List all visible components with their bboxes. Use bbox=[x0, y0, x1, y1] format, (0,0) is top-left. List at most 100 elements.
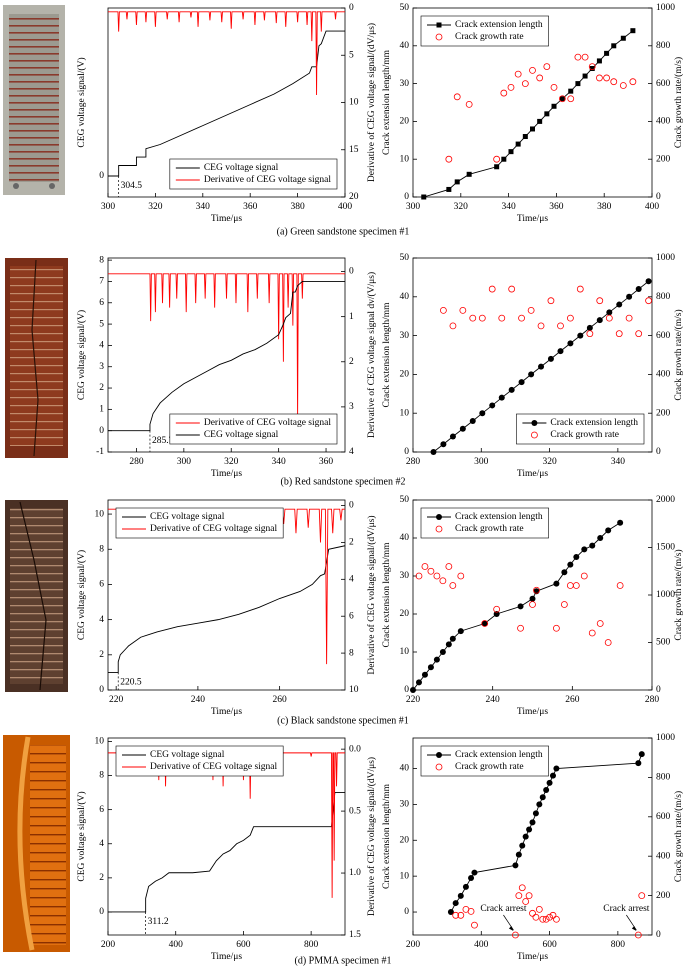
marker bbox=[515, 851, 522, 858]
y2-tick-label: 800 bbox=[656, 292, 671, 302]
x-tick-label: 320 bbox=[454, 202, 469, 212]
marker bbox=[529, 601, 536, 608]
marker bbox=[471, 921, 478, 929]
x-axis-label: Time/μs bbox=[211, 707, 242, 717]
plot-frame bbox=[107, 737, 346, 936]
marker bbox=[645, 297, 652, 305]
x-tick-label: 200 bbox=[101, 940, 116, 950]
legend-label: Derivative of CEG voltage signal bbox=[204, 417, 332, 428]
marker bbox=[605, 527, 612, 534]
marker bbox=[436, 22, 442, 28]
chart: 300 320 340 360 380 400 0 0 5 10 15 20 Time/μs CEG vo… bbox=[76, 3, 377, 224]
marker bbox=[536, 74, 544, 82]
marker bbox=[547, 297, 555, 305]
marker bbox=[546, 913, 553, 921]
marker bbox=[619, 82, 627, 89]
marker bbox=[542, 915, 550, 923]
y2-tick-label: 4 bbox=[349, 447, 354, 457]
legend: Crack extension length Crack growth rate bbox=[420, 507, 549, 539]
x-tick-label: 360 bbox=[243, 202, 258, 212]
marker bbox=[553, 915, 560, 923]
marker bbox=[493, 605, 501, 613]
chart: 280 300 320 340 360 -1 0 1 2 3 4 5 6 7 8 0 1 2 3 4 Time/μs CE… bbox=[76, 255, 377, 479]
marker bbox=[529, 595, 536, 602]
marker bbox=[531, 431, 538, 439]
x-tick-label: 280 bbox=[406, 457, 421, 467]
x-tick-label: 400 bbox=[645, 202, 660, 212]
legend-label: Crack growth rate bbox=[455, 524, 524, 534]
marker bbox=[421, 563, 429, 570]
legend-label: Crack growth rate bbox=[455, 32, 524, 42]
y2-axis-label: Crack growth rate/(m/s) bbox=[673, 549, 684, 640]
y2-tick-label: 2 bbox=[349, 538, 354, 548]
y-axis-label: CEG voltage signal/(V) bbox=[76, 310, 87, 400]
marker bbox=[572, 582, 580, 589]
marker bbox=[459, 306, 467, 314]
marker bbox=[559, 96, 565, 102]
marker bbox=[589, 542, 596, 549]
marker bbox=[481, 620, 489, 627]
marker bbox=[447, 909, 454, 916]
x-tick-label: 320 bbox=[224, 457, 239, 467]
marker bbox=[454, 179, 460, 185]
marker bbox=[515, 141, 521, 147]
marker bbox=[462, 883, 469, 890]
marker bbox=[468, 874, 475, 881]
marker bbox=[508, 285, 516, 293]
marker bbox=[532, 810, 539, 817]
x-tick-label: 800 bbox=[304, 940, 319, 950]
marker bbox=[488, 285, 496, 293]
marker bbox=[445, 641, 452, 648]
marker bbox=[529, 909, 536, 917]
marker bbox=[531, 420, 538, 426]
y-tick-label: 20 bbox=[400, 117, 410, 127]
legend-label: CEG voltage signal bbox=[204, 430, 279, 440]
marker bbox=[629, 78, 637, 86]
marker bbox=[529, 819, 536, 826]
marker bbox=[415, 572, 423, 580]
marker bbox=[580, 572, 588, 580]
legend-label: Derivative of CEG voltage signal bbox=[150, 523, 278, 534]
y2-tick-label: 0 bbox=[349, 267, 354, 277]
marker bbox=[439, 649, 446, 655]
y2-tick-label: 4 bbox=[349, 575, 354, 585]
series-line bbox=[108, 792, 345, 913]
plot-frame bbox=[107, 257, 346, 453]
chart: 200 400 600 80001020304002004006008001000Ti… bbox=[382, 733, 684, 962]
marker bbox=[421, 194, 427, 200]
y-tick-label: 4 bbox=[99, 341, 104, 351]
legend: Crack extension length Crack growth rate bbox=[420, 745, 549, 777]
chart: 220 240 260 0 2 4 6 8 10 0 2 4 6 8 10 Time/μs CEG voltag… bbox=[76, 499, 377, 717]
marker bbox=[586, 330, 594, 338]
annotation: 285.7 bbox=[152, 436, 174, 446]
y2-tick-label: 800 bbox=[656, 773, 671, 783]
marker bbox=[449, 635, 456, 642]
y-tick-label: 20 bbox=[400, 609, 410, 619]
x-tick-label: 340 bbox=[611, 457, 626, 467]
x-tick-label: 360 bbox=[549, 202, 564, 212]
legend-box bbox=[420, 15, 549, 47]
y-tick-label: 50 bbox=[400, 495, 410, 505]
x-axis-label: Time/μs bbox=[517, 707, 548, 717]
marker bbox=[493, 155, 501, 163]
marker bbox=[508, 386, 515, 393]
y-tick-label: 10 bbox=[400, 871, 410, 881]
marker bbox=[638, 751, 645, 758]
x-tick-label: 340 bbox=[272, 457, 287, 467]
marker bbox=[596, 74, 603, 82]
marker bbox=[549, 772, 556, 779]
y2-tick-label: 0.0 bbox=[349, 744, 361, 754]
y2-tick-label: 1000 bbox=[656, 3, 675, 13]
y2-tick-label: 2 bbox=[349, 357, 354, 367]
y-tick-label: 3 bbox=[99, 362, 104, 372]
x-tick-label: 280 bbox=[645, 695, 660, 705]
y2-tick-label: 200 bbox=[656, 154, 671, 164]
x-tick-label: 800 bbox=[611, 940, 626, 950]
marker bbox=[415, 679, 422, 686]
marker bbox=[466, 171, 472, 177]
marker bbox=[532, 913, 540, 921]
marker bbox=[575, 81, 581, 87]
marker bbox=[553, 580, 560, 587]
